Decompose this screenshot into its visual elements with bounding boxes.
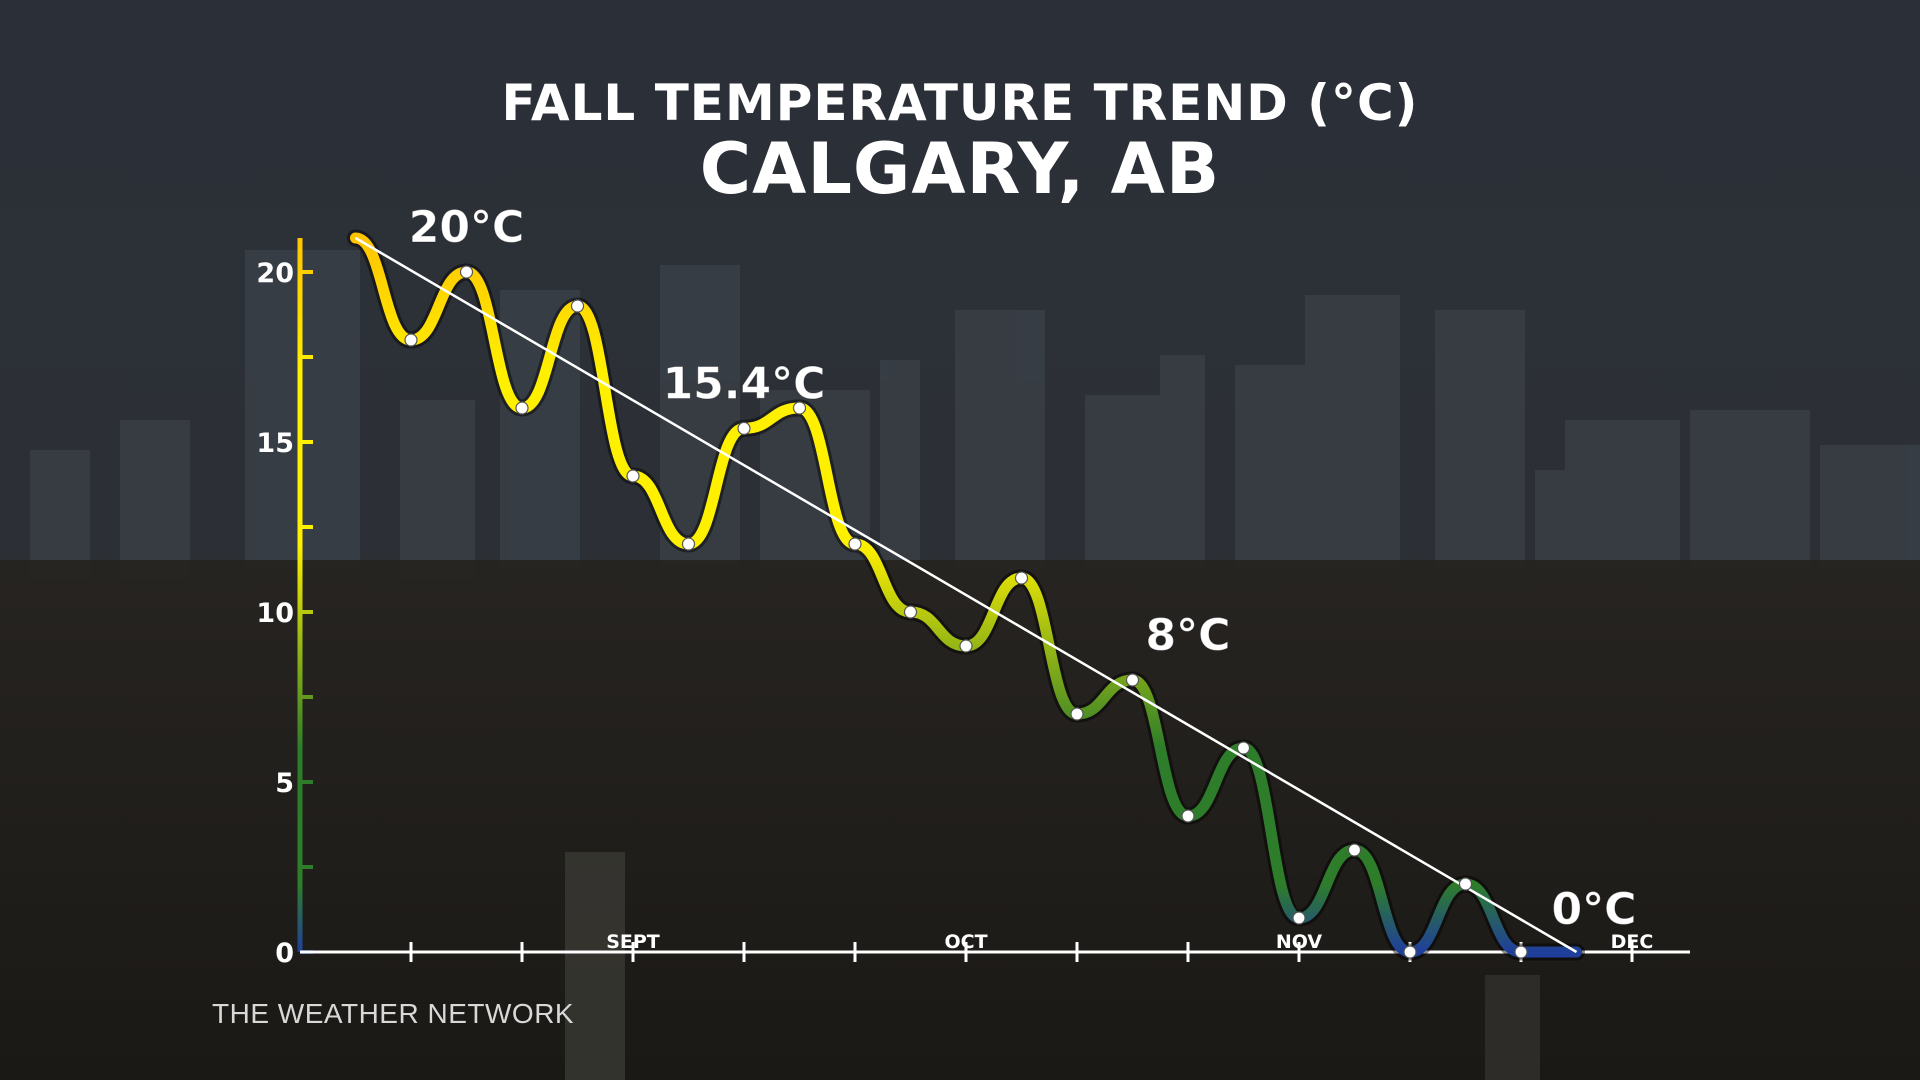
data-point	[1070, 707, 1084, 721]
data-point	[792, 401, 807, 415]
data-label: 20°C	[409, 202, 525, 253]
data-label: 15.4°C	[663, 358, 826, 409]
data-point	[959, 639, 973, 653]
y-tick-label: 10	[256, 598, 294, 629]
data-point	[570, 299, 585, 313]
x-tick-label: OCT	[944, 931, 987, 953]
data-point	[1236, 741, 1251, 755]
data-point	[1403, 945, 1417, 959]
y-tick-label: 5	[275, 768, 294, 799]
x-tick-label: NOV	[1276, 931, 1323, 953]
data-point	[737, 421, 751, 435]
data-point	[626, 469, 640, 483]
trend-line	[354, 236, 1578, 954]
x-tick-label: SEPT	[606, 931, 660, 953]
data-point	[1458, 877, 1473, 891]
y-tick-label: 0	[275, 938, 294, 969]
x-tick-label: DEC	[1611, 931, 1654, 953]
data-point	[459, 265, 474, 279]
chart-title: FALL TEMPERATURE TREND (°C)	[501, 74, 1419, 132]
y-tick-label: 15	[256, 428, 294, 459]
data-point	[1514, 945, 1528, 959]
data-label: 0°C	[1552, 884, 1637, 935]
data-point	[1125, 673, 1140, 687]
data-point	[1181, 809, 1195, 823]
data-point	[1292, 911, 1306, 925]
chart-subtitle: CALGARY, AB	[699, 128, 1221, 210]
data-point	[903, 605, 918, 619]
data-point	[1014, 571, 1029, 585]
brand-logo-text: THE WEATHER NETWORK	[212, 998, 575, 1029]
data-point	[515, 401, 529, 415]
data-label: 8°C	[1146, 610, 1231, 661]
data-point	[404, 333, 418, 347]
data-point	[848, 537, 862, 551]
data-point	[681, 537, 696, 551]
y-tick-label: 20	[256, 258, 294, 289]
data-point	[1347, 843, 1362, 857]
